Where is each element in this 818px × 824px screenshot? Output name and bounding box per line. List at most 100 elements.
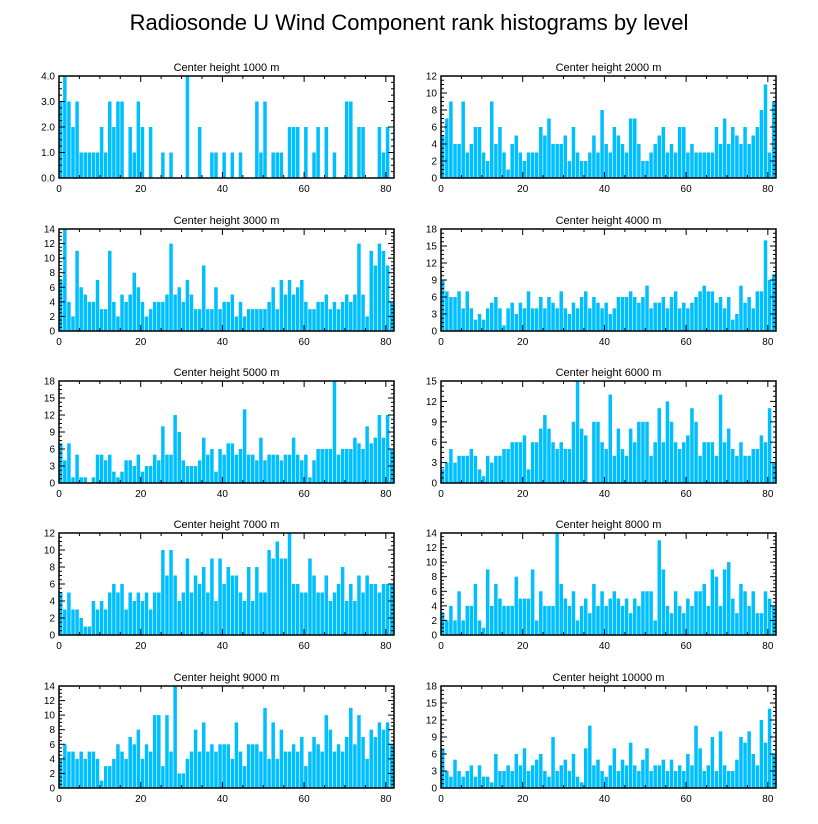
y-tick-label: 3: [431, 310, 437, 321]
bar: [83, 152, 87, 178]
chart-panel-1: Center height 1000 m 0 20 40 60 80 0.0 1.0 2.0 3.…: [41, 62, 395, 195]
bar: [340, 751, 345, 788]
bar: [690, 302, 694, 331]
bar: [563, 598, 568, 635]
bar: [633, 765, 637, 788]
bar: [743, 127, 747, 178]
y-tick-label: 0: [49, 631, 55, 642]
bar: [336, 744, 341, 788]
bar: [522, 598, 527, 635]
bar: [645, 285, 649, 331]
bar: [353, 437, 357, 483]
x-tick-label: 80: [380, 641, 392, 652]
bar: [559, 291, 563, 331]
bar: [95, 454, 100, 483]
bar: [255, 744, 259, 788]
bar: [498, 771, 502, 788]
bar: [344, 101, 349, 178]
y-tick-label: 2: [49, 614, 55, 625]
bar: [161, 301, 165, 331]
bar: [473, 776, 478, 788]
bar: [136, 287, 141, 331]
bar: [222, 584, 226, 635]
bar: [148, 309, 153, 331]
bar: [87, 626, 92, 635]
bar: [210, 558, 214, 635]
bar: [596, 605, 600, 635]
bar: [246, 567, 251, 635]
bar: [477, 314, 482, 331]
bar: [193, 575, 198, 635]
bar: [283, 294, 288, 331]
bar: [628, 428, 633, 483]
bar: [665, 308, 670, 331]
bar: [731, 127, 735, 178]
bar: [710, 569, 715, 635]
bar: [722, 765, 727, 788]
bar: [99, 601, 104, 635]
bar: [526, 152, 531, 178]
bar: [633, 442, 637, 483]
bar: [365, 758, 369, 788]
y-tick-label: 9: [431, 733, 437, 744]
bar: [633, 598, 637, 635]
bar: [575, 308, 580, 331]
bar: [481, 776, 486, 788]
bar: [116, 101, 120, 178]
bar: [710, 737, 715, 788]
y-tick-label: 8: [49, 563, 55, 574]
bar: [300, 737, 304, 788]
bar: [510, 771, 514, 788]
bar: [275, 454, 280, 483]
bar: [600, 591, 604, 635]
bar: [669, 421, 674, 483]
bar: [494, 455, 498, 483]
bar: [677, 765, 682, 788]
bar: [751, 135, 755, 178]
bar: [246, 454, 251, 483]
bar: [665, 771, 670, 788]
bar: [312, 575, 316, 635]
bar: [547, 605, 551, 635]
bar: [287, 454, 292, 483]
y-tick-label: 3: [49, 462, 55, 473]
bar: [324, 715, 329, 788]
x-tick-label: 80: [380, 337, 392, 348]
bar: [230, 758, 235, 788]
bar: [173, 415, 177, 483]
bar: [112, 127, 116, 178]
bar: [759, 291, 764, 331]
bar: [453, 620, 457, 635]
bar: [751, 308, 755, 331]
bar: [108, 766, 112, 788]
bar: [161, 766, 165, 788]
bar: [473, 584, 478, 635]
bar: [698, 152, 702, 178]
x-tick-label: 20: [135, 794, 147, 805]
bar: [555, 771, 559, 788]
bar: [189, 592, 194, 635]
bar: [132, 466, 137, 483]
bar: [328, 309, 333, 331]
main-title: Radiosonde U Wind Component rank histogr…: [129, 10, 689, 35]
bar: [385, 127, 390, 178]
bar: [67, 751, 71, 788]
bar: [608, 152, 612, 178]
bar: [234, 316, 239, 331]
y-tick-label: 12: [44, 239, 56, 250]
bar: [686, 435, 690, 483]
bar: [743, 455, 747, 483]
bar: [91, 751, 96, 788]
bar: [706, 291, 711, 331]
bar: [677, 449, 682, 483]
y-tick-label: 9: [431, 417, 437, 428]
bar: [108, 592, 112, 635]
bar: [189, 466, 194, 483]
bar: [690, 408, 694, 483]
bar: [99, 780, 104, 788]
chart-title: Center height 5000 m: [174, 367, 280, 379]
bar: [201, 265, 206, 331]
bar: [612, 591, 617, 635]
bar: [165, 715, 169, 788]
